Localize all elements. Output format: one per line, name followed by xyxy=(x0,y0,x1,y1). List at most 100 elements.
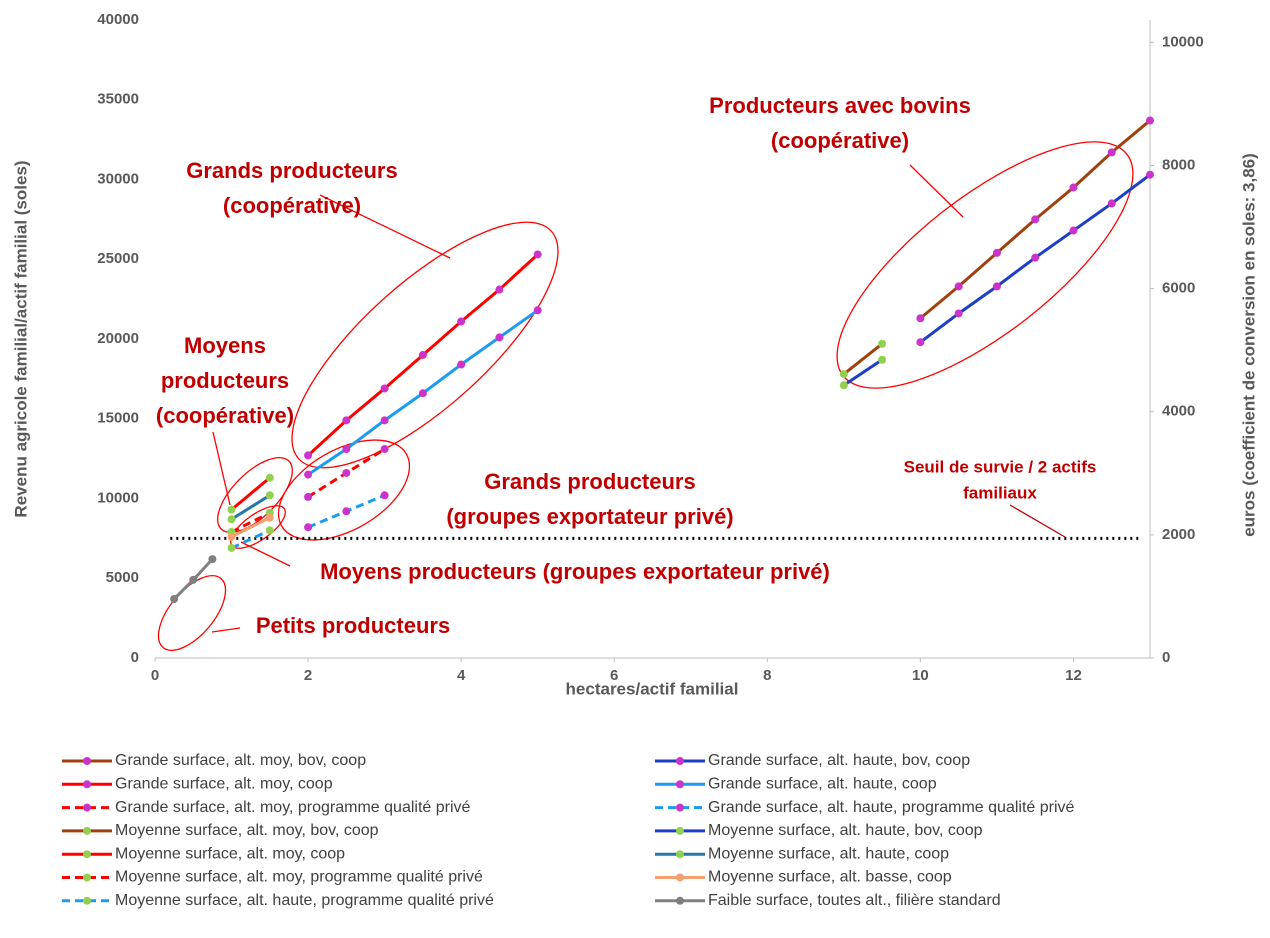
marker xyxy=(992,282,1001,291)
y2-tick-label: 6000 xyxy=(1162,280,1195,297)
x-axis-label: hectares/actif familial xyxy=(566,679,739,698)
legend-marker xyxy=(676,803,684,812)
legend-label: Grande surface, alt. moy, coop xyxy=(115,776,333,793)
marker xyxy=(189,575,198,584)
legend-marker xyxy=(83,826,91,835)
marker xyxy=(1069,183,1078,192)
legend-marker xyxy=(83,757,91,765)
y-tick-label: 0 xyxy=(131,649,139,666)
legend-label: Moyenne surface, alt. basse, coop xyxy=(708,869,952,886)
marker xyxy=(418,350,427,359)
annotation: (groupes exportateur privé) xyxy=(446,504,733,529)
marker xyxy=(265,513,274,522)
marker xyxy=(227,505,236,514)
x-tick-label: 2 xyxy=(304,667,312,684)
legend-marker xyxy=(83,780,91,789)
marker xyxy=(992,248,1001,257)
marker xyxy=(878,339,887,348)
marker xyxy=(227,543,236,552)
marker xyxy=(839,370,848,379)
x-tick-label: 6 xyxy=(610,667,618,684)
marker xyxy=(1146,116,1154,125)
legend-label: Moyenne surface, alt. haute, coop xyxy=(708,845,949,862)
marker xyxy=(304,492,313,501)
legend-label: Moyenne surface, alt. moy, bov, coop xyxy=(115,822,379,839)
annotation: (coopérative) xyxy=(771,128,909,153)
legend-marker xyxy=(676,780,684,789)
marker xyxy=(304,470,313,479)
y-tick-label: 25000 xyxy=(97,250,139,267)
marker xyxy=(954,309,963,318)
annotation: producteurs xyxy=(161,368,289,393)
legend-marker xyxy=(676,873,684,882)
pointer xyxy=(1009,504,1066,538)
y2-tick-label: 4000 xyxy=(1162,403,1195,420)
marker xyxy=(304,523,313,532)
legend-label: Moyenne surface, alt. moy, programme qua… xyxy=(115,869,483,886)
ellipse xyxy=(217,457,293,533)
y2-tick-label: 10000 xyxy=(1162,33,1204,50)
marker xyxy=(1031,253,1040,262)
annotation: Moyens producteurs (groupes exportateur … xyxy=(320,559,830,584)
marker xyxy=(878,355,887,364)
marker xyxy=(1069,226,1078,235)
legend-marker xyxy=(676,896,684,905)
legend-marker xyxy=(83,896,91,905)
x-tick-label: 0 xyxy=(151,667,159,684)
annotation: Moyens xyxy=(184,333,266,358)
marker xyxy=(839,381,848,390)
marker xyxy=(533,306,542,315)
series-line xyxy=(842,342,884,376)
marker xyxy=(1146,170,1154,179)
marker xyxy=(457,360,466,369)
marker xyxy=(380,445,389,454)
ellipse xyxy=(277,439,411,541)
legend-label: Moyenne surface, alt. haute, programme q… xyxy=(115,892,494,909)
marker xyxy=(916,338,925,347)
annotation: Grands producteurs xyxy=(186,158,397,183)
marker xyxy=(342,445,351,454)
marker xyxy=(304,451,313,460)
annotation: (coopérative) xyxy=(156,403,294,428)
marker xyxy=(170,594,179,603)
legend-label: Grande surface, alt. haute, coop xyxy=(708,776,937,793)
marker xyxy=(495,333,504,342)
y-tick-label: 35000 xyxy=(97,91,139,108)
marker xyxy=(208,555,217,564)
marker xyxy=(380,491,389,500)
marker xyxy=(418,389,427,398)
marker xyxy=(457,317,466,326)
y2-tick-label: 8000 xyxy=(1162,156,1195,173)
pointer xyxy=(319,194,451,259)
marker xyxy=(227,532,236,541)
y2-tick-label: 0 xyxy=(1162,649,1170,666)
marker xyxy=(265,473,274,482)
marker xyxy=(1031,215,1040,224)
series-line xyxy=(843,358,883,387)
pointer xyxy=(240,541,291,567)
legend-label: Grande surface, alt. moy, programme qual… xyxy=(115,799,471,816)
marker xyxy=(380,384,389,393)
y-tick-label: 15000 xyxy=(97,410,139,427)
legend-marker xyxy=(676,757,684,765)
annotation: Petits producteurs xyxy=(256,613,450,638)
series-line xyxy=(230,494,271,521)
marker xyxy=(1107,199,1116,208)
y-tick-label: 5000 xyxy=(106,569,139,586)
pointer xyxy=(909,164,964,218)
series-line xyxy=(230,511,271,534)
annotation: (coopérative) xyxy=(223,193,361,218)
legend-marker xyxy=(676,826,684,835)
marker xyxy=(342,416,351,425)
legend-marker xyxy=(83,850,91,859)
series-line xyxy=(230,476,271,511)
x-tick-label: 10 xyxy=(912,667,929,684)
legend-label: Faible surface, toutes alt., filière sta… xyxy=(708,892,1001,909)
y2-axis-label: euros (coefficient de conversion en sole… xyxy=(1239,153,1258,537)
marker xyxy=(342,468,351,477)
marker xyxy=(227,515,236,524)
legend-label: Grande surface, alt. haute, programme qu… xyxy=(708,799,1075,816)
marker xyxy=(265,491,274,500)
legend-marker xyxy=(83,803,91,812)
legend-label: Grande surface, alt. moy, bov, coop xyxy=(115,752,366,769)
